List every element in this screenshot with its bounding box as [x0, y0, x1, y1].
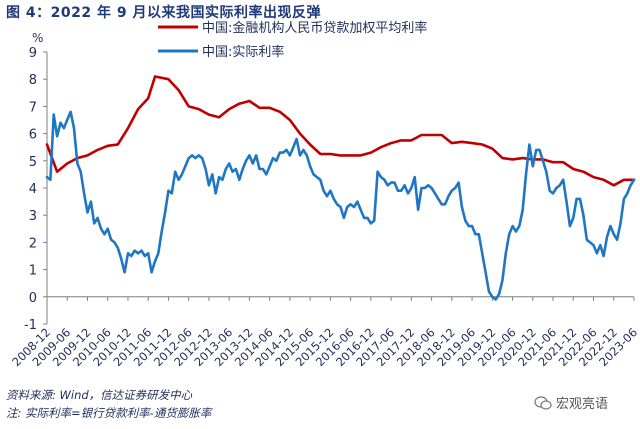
line-chart: % -101234567892008-122009-062009-122010-… [9, 20, 640, 369]
legend-label-loan-rate: 中国:金融机构人民币贷款加权平均利率 [202, 20, 427, 36]
y-tick-label: 3 [29, 209, 37, 224]
y-tick-label: 2 [29, 236, 37, 251]
legend: 中国:金融机构人民币贷款加权平均利率 中国:实际利率 [158, 20, 427, 60]
y-tick-label: 7 [29, 100, 37, 115]
watermark-text: 宏观亮语 [556, 397, 609, 412]
y-tick-label: 1 [29, 264, 37, 279]
series-line-loan-rate [45, 75, 636, 187]
y-tick-label: 0 [29, 291, 37, 306]
y-tick-label: 5 [29, 155, 37, 170]
y-tick-label: -1 [24, 318, 37, 333]
y-axis-unit-label: % [32, 31, 43, 45]
y-tick-label: 9 [29, 46, 37, 61]
y-tick-label: 6 [29, 128, 37, 143]
y-tick-label: 8 [29, 73, 37, 88]
source-note: 资料来源: Wind，信达证券研发中心 [6, 388, 193, 402]
figure-title: 图 4：2022 年 9 月以来我国实际利率出现反弹 [6, 5, 321, 21]
definition-note: 注: 实际利率=银行贷款利率-通货膨胀率 [6, 406, 212, 420]
y-tick-label: 4 [29, 182, 37, 197]
wechat-icon [534, 395, 552, 410]
watermark: 宏观亮语 [534, 393, 608, 412]
legend-entry-real-rate: 中国:实际利率 [158, 44, 284, 60]
series-line-real-rate [45, 110, 636, 301]
axes: -101234567892008-122009-062009-122010-06… [9, 46, 640, 369]
series-lines [45, 75, 636, 301]
legend-entry-loan-rate: 中国:金融机构人民币贷款加权平均利率 [158, 20, 427, 36]
legend-label-real-rate: 中国:实际利率 [202, 44, 284, 60]
